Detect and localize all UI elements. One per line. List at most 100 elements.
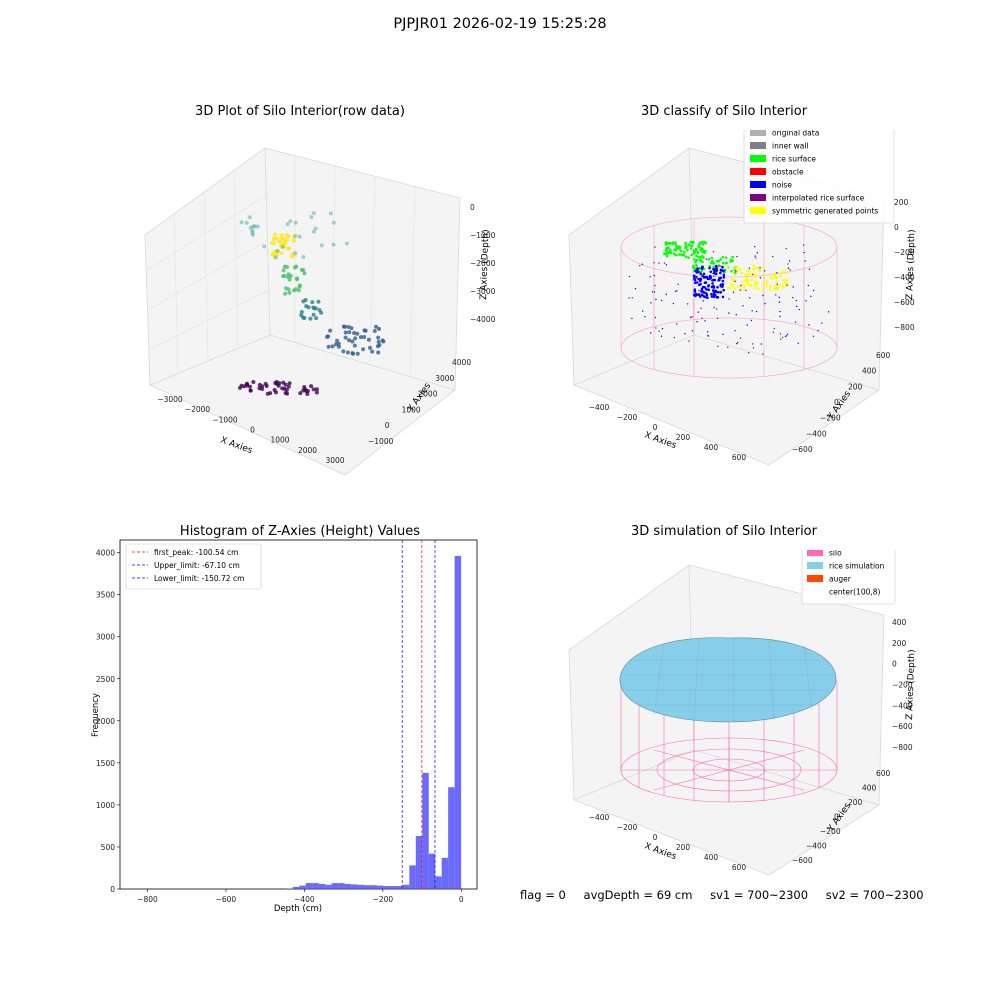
classify-data-point — [734, 330, 736, 332]
classify-data-point — [694, 281, 697, 285]
classify-data-point — [784, 335, 787, 338]
raw-data-point — [326, 344, 331, 349]
raw-data-point — [336, 344, 341, 349]
classify-data-point — [740, 288, 744, 292]
raw-y-tick-label: 3000 — [435, 374, 454, 383]
raw-gridlines — [146, 156, 416, 379]
raw-data-point — [311, 229, 316, 234]
raw-data-point — [311, 312, 316, 317]
simulation-y-ticks: −600 −400 −200 0 200 400 600 — [792, 769, 891, 865]
classify-data-point — [753, 286, 757, 290]
classify-data-point — [754, 283, 758, 287]
simulation-y-tick-label: 0 — [834, 813, 839, 822]
classify-data-point — [761, 283, 765, 286]
raw-data-point — [376, 335, 381, 340]
classify-data-point — [722, 276, 726, 279]
histogram-x-tick-label: −200 — [373, 895, 394, 904]
raw-data-point — [293, 220, 298, 225]
classify-data-point — [701, 317, 703, 320]
classify-data-point — [808, 268, 811, 270]
raw-data-point — [361, 347, 366, 352]
histogram-y-tick-label: 3500 — [96, 591, 115, 600]
raw-y-tick-label: −1000 — [368, 437, 394, 446]
raw-x-tick-label: 2000 — [298, 446, 317, 455]
classify-data-point — [721, 261, 725, 265]
classify-data-point — [774, 284, 778, 288]
classify-zlabel: Z Axies (Depth) — [905, 229, 917, 300]
raw-data-point — [345, 350, 350, 355]
classify-data-point — [746, 324, 748, 326]
raw-data-point — [351, 351, 356, 356]
classify-data-point — [660, 335, 663, 337]
histogram-y-tick-label: 3000 — [96, 633, 115, 642]
classify-data-point — [667, 242, 670, 245]
classify-data-point — [715, 308, 718, 310]
classify-legend-label: symmetric generated points — [772, 207, 878, 216]
classify-data-point — [707, 284, 711, 287]
classify-data-point — [765, 282, 769, 285]
classify-data-point — [673, 248, 676, 251]
classify-data-point — [782, 286, 785, 289]
raw-data-point — [275, 248, 280, 253]
classify-legend-swatch — [750, 155, 766, 162]
classify-data-point — [719, 283, 723, 287]
raw-data-point — [353, 336, 358, 341]
raw-data-point — [293, 233, 298, 238]
classify-data-point — [693, 293, 696, 297]
classify-data-point — [716, 295, 719, 299]
classify-panel-title: 3D classify of Silo Interior — [640, 104, 808, 119]
classify-data-point — [714, 272, 718, 276]
simulation-x-tick-label: −200 — [617, 823, 638, 832]
classify-legend: original data inner wall rice surface obsta… — [743, 130, 895, 224]
classify-data-point — [699, 294, 702, 298]
classify-data-point — [634, 287, 637, 290]
classify-data-point — [698, 289, 700, 292]
histogram-y-tick-label: 500 — [101, 843, 116, 852]
classify-data-point — [754, 255, 756, 257]
raw-data-point — [368, 345, 373, 350]
classify-data-point — [727, 286, 730, 290]
classify-data-point — [709, 270, 713, 274]
raw-data-point — [286, 234, 291, 239]
histogram-legend-label: Upper_limit: -67.10 cm — [154, 561, 240, 570]
classify-data-point — [719, 276, 723, 280]
classify-data-point — [785, 271, 789, 274]
raw-data-point — [250, 228, 255, 233]
classify-data-point — [773, 327, 775, 330]
classify-data-point — [692, 274, 696, 278]
classify-data-point — [722, 273, 726, 277]
classify-data-point — [712, 262, 716, 265]
raw-x-tick-label: 3000 — [325, 456, 344, 465]
raw-data-point — [257, 382, 262, 387]
raw-z-tick-label: −3000 — [470, 287, 496, 296]
simulation-x-tick-label: 200 — [676, 843, 691, 852]
simulation-x-tick-label: −400 — [589, 813, 610, 822]
classify-data-point — [690, 253, 693, 257]
simulation-legend-label: rice simulation — [829, 562, 885, 571]
classify-data-point — [679, 249, 683, 253]
classify-data-point — [779, 333, 782, 335]
classify-data-point — [734, 270, 736, 272]
classify-data-point — [702, 294, 706, 298]
classify-data-point — [827, 311, 830, 313]
classify-data-point — [684, 333, 686, 335]
histogram-bar — [325, 884, 332, 889]
classify-data-point — [747, 283, 751, 287]
classify-data-point — [752, 268, 755, 271]
classify-data-point — [795, 299, 798, 302]
classify-data-point — [742, 283, 746, 287]
histogram-x-tick-label: −600 — [216, 895, 237, 904]
classify-data-point — [695, 254, 698, 258]
classify-y-tick-label: −400 — [806, 429, 827, 438]
raw-z-tick-label: −1000 — [470, 231, 496, 240]
classify-data-point — [699, 277, 703, 281]
classify-data-point — [667, 246, 670, 249]
raw-data-point — [376, 350, 381, 355]
classify-data-point — [731, 255, 735, 259]
raw-data-point — [287, 381, 292, 386]
classify-data-point — [719, 268, 723, 272]
raw-data-point — [302, 315, 307, 320]
classify-data-point — [707, 334, 709, 337]
histogram-bar — [299, 885, 306, 889]
classify-y-tick-label: 200 — [848, 382, 863, 391]
